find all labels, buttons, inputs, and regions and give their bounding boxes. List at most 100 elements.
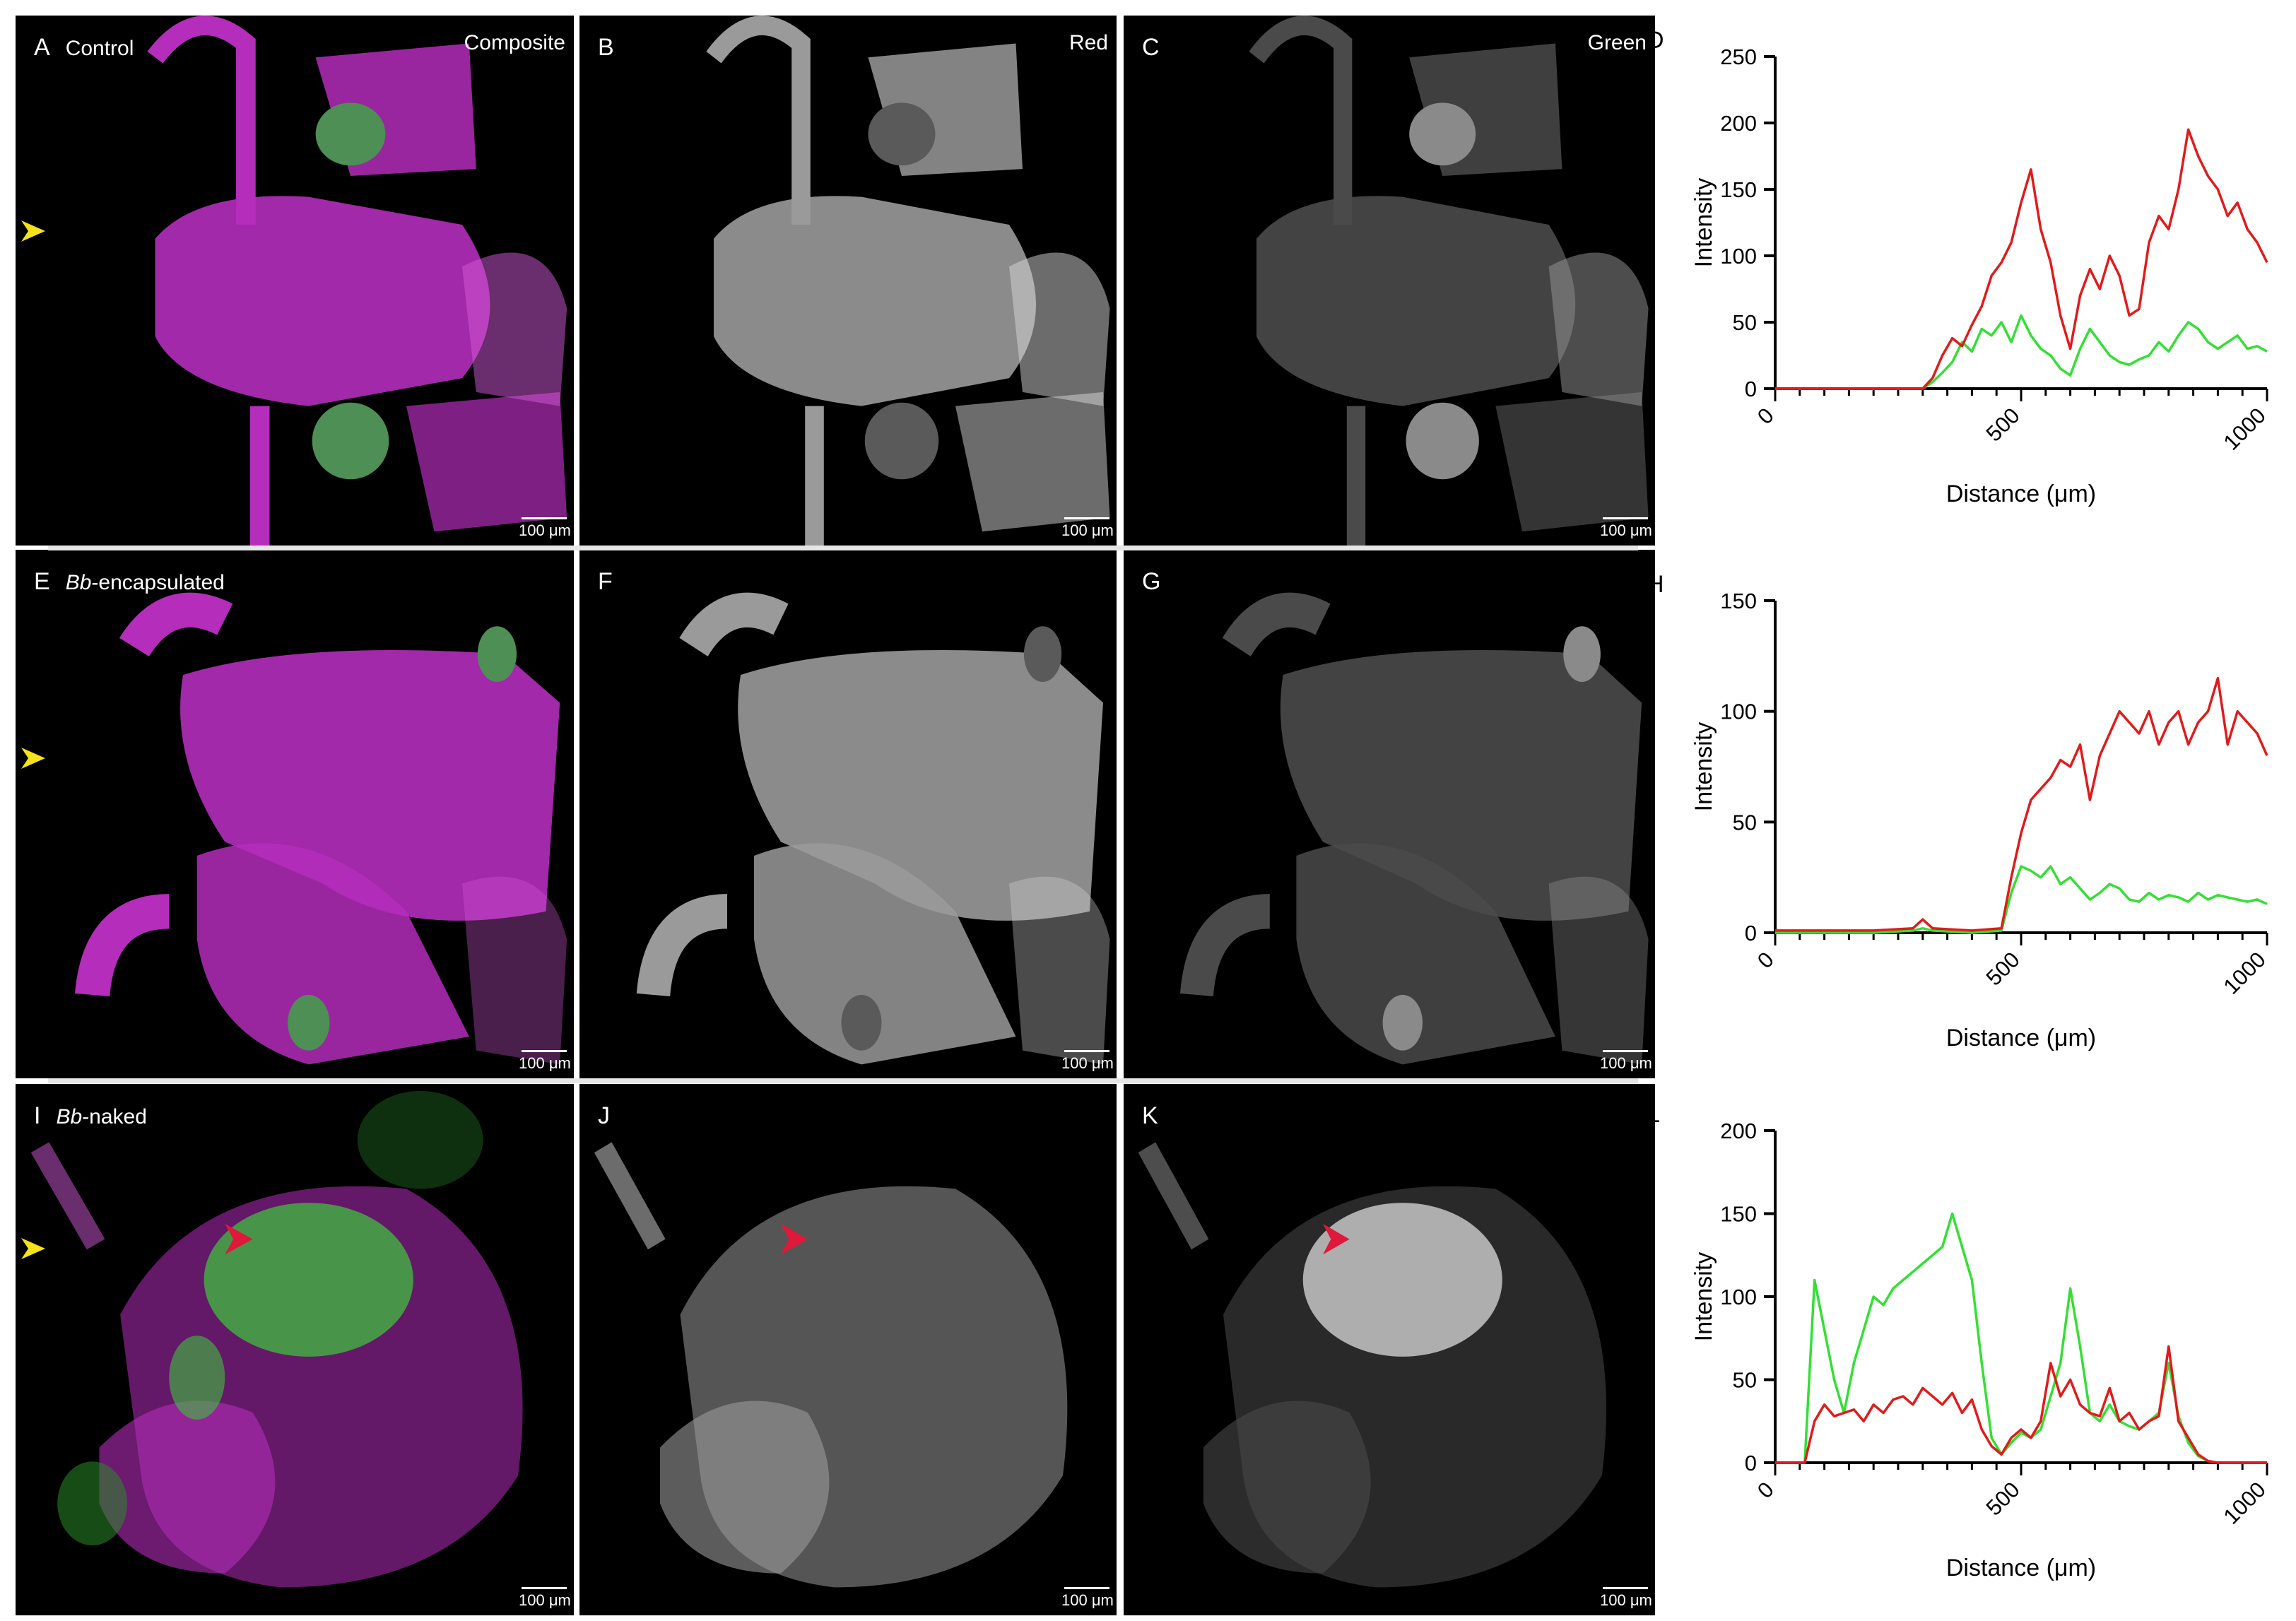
scale-bar-line [522, 1050, 567, 1052]
series-line-green [1775, 865, 2268, 934]
scale-bar-label: 100 μm [1600, 1054, 1652, 1072]
panel-letter: J [598, 1102, 610, 1130]
panel-letter: B [598, 34, 614, 61]
scale-bar-label: 100 μm [1061, 521, 1114, 539]
micrograph-image [75, 592, 567, 1065]
intensity-profile-plot: D 0 50 100 150 200 250 0 500 1000 Distance (μm) Int… [1647, 27, 2271, 507]
profile-chart-d: D 0 50 100 150 200 250 0 500 1000 Distance (μm) Int… [1647, 14, 2290, 537]
scale-bar-label: 100 μm [519, 521, 571, 539]
condition-label: Bb-naked [56, 1105, 147, 1128]
y-tick-label: 100 [1720, 244, 1757, 269]
y-tick-label: 150 [1720, 589, 1757, 613]
x-axis-label: Distance (μm) [1946, 1555, 2096, 1581]
y-tick-label: 50 [1733, 1368, 1757, 1393]
x-tick-label: 1000 [2218, 947, 2271, 999]
series-line-red [1775, 1345, 2267, 1464]
micrograph-image [1138, 1142, 1607, 1588]
y-tick-label: 50 [1733, 310, 1757, 335]
micrograph-panel-f: F 100 μm [579, 550, 1117, 1078]
micrograph-image [594, 1142, 1068, 1588]
chart-panel-letter: H [1647, 571, 1664, 598]
intensity-profile-plot: L 0 50 100 150 200 0 500 1000 Distance (μm) Intens… [1647, 1101, 2271, 1581]
panel-letter-text: I [34, 1102, 41, 1129]
panel-letter: E Bb-encapsulated [34, 568, 225, 596]
y-tick-label: 200 [1720, 111, 1757, 136]
series-line-red [1775, 128, 2268, 390]
scale-bar: 100 μm [519, 1587, 571, 1611]
chart-panel-letter: L [1647, 1101, 1660, 1128]
profile-chart-h: H 0 50 100 150 0 500 1000 Distance (μm) Intensity [1647, 558, 2290, 1081]
scale-bar-line [1603, 1587, 1648, 1589]
scale-bar: 100 μm [1061, 1587, 1114, 1611]
x-tick-label: 500 [1982, 1477, 2025, 1520]
condition-label: Bb-encapsulated [65, 571, 225, 594]
micrograph-panel-a: A Control Composite 100 μm [16, 16, 574, 546]
panel-letter-text: F [598, 568, 613, 595]
scale-bar-label: 100 μm [519, 1054, 571, 1072]
condition-prefix: Bb [56, 1105, 83, 1128]
scale-bar-label: 100 μm [1600, 521, 1652, 539]
x-tick-label: 500 [1982, 403, 2025, 446]
panel-letter: K [1142, 1102, 1158, 1130]
micrograph-image [636, 592, 1110, 1065]
scale-bar-label: 100 μm [1600, 1591, 1652, 1609]
y-tick-label: 200 [1720, 1119, 1757, 1143]
panel-letter-text: K [1142, 1102, 1158, 1129]
panel-letter-text: C [1142, 34, 1160, 61]
yellow-arrowhead-icon [21, 1238, 45, 1259]
scale-bar: 100 μm [1600, 1587, 1652, 1611]
micrograph-panel-c: C Green 100 μm [1124, 16, 1655, 546]
y-axis-label: Intensity [1690, 722, 1717, 812]
x-tick-label: 0 [1753, 947, 1779, 973]
micrograph-panel-b: B Red 100 μm [579, 16, 1117, 546]
panel-letter-text: B [598, 34, 614, 61]
channel-label: Composite [464, 31, 565, 54]
scale-bar-line [1603, 517, 1648, 519]
scale-bar-label: 100 μm [1061, 1054, 1114, 1072]
condition-label: Control [65, 37, 134, 60]
y-tick-label: 250 [1720, 45, 1757, 69]
profile-chart-l: L 0 50 100 150 200 0 500 1000 Distance (μm) Intens… [1647, 1088, 2290, 1611]
condition-prefix: Bb [65, 571, 92, 594]
channel-label: Red [1068, 31, 1108, 54]
yellow-arrowhead-icon [21, 220, 45, 242]
x-tick-label: 1000 [2218, 1477, 2271, 1529]
y-tick-label: 50 [1733, 810, 1757, 835]
micrograph-image [706, 16, 1110, 546]
scale-bar: 100 μm [1600, 517, 1652, 541]
panel-letter: G [1142, 568, 1160, 596]
scale-bar: 100 μm [1061, 1050, 1114, 1074]
scale-bar-line [1064, 517, 1109, 519]
scale-bar: 100 μm [1061, 517, 1114, 541]
x-axis-label: Distance (μm) [1946, 1025, 2096, 1051]
panel-letter: I Bb-naked [34, 1102, 147, 1130]
row-divider [48, 546, 1638, 550]
y-tick-label: 100 [1720, 1285, 1757, 1309]
scale-bar-line [1603, 1050, 1648, 1052]
scale-bar: 100 μm [519, 517, 571, 541]
y-tick-label: 0 [1745, 1451, 1757, 1475]
micrograph-panel-i: I Bb-naked 100 μm [16, 1084, 574, 1615]
x-tick-label: 0 [1753, 403, 1779, 429]
micrograph-panel-j: J 100 μm [579, 1084, 1117, 1615]
micrograph-image [30, 1090, 523, 1588]
scale-bar-label: 100 μm [1061, 1591, 1114, 1609]
panel-letter: A Control [34, 34, 134, 61]
series-line-green [1775, 1212, 2267, 1464]
scale-bar: 100 μm [519, 1050, 571, 1074]
series-line-green [1775, 314, 2268, 390]
series-line-red [1775, 676, 2268, 932]
panel-letter-text: A [34, 34, 50, 61]
micrograph-image [1179, 592, 1649, 1065]
micrograph-panel-g: G 100 μm [1124, 550, 1655, 1078]
row-divider [48, 1078, 1638, 1083]
panel-letter-text: G [1142, 568, 1161, 595]
y-tick-label: 150 [1720, 1202, 1757, 1227]
panel-letter-text: J [598, 1102, 610, 1129]
x-tick-label: 0 [1753, 1477, 1779, 1503]
micrograph-panel-e: E Bb-encapsulated 100 μm [16, 550, 574, 1078]
micrograph-panel-k: K 100 μm [1124, 1084, 1655, 1615]
scale-bar-line [522, 1587, 567, 1589]
x-axis-label: Distance (μm) [1946, 481, 2096, 507]
panel-letter: F [598, 568, 613, 596]
